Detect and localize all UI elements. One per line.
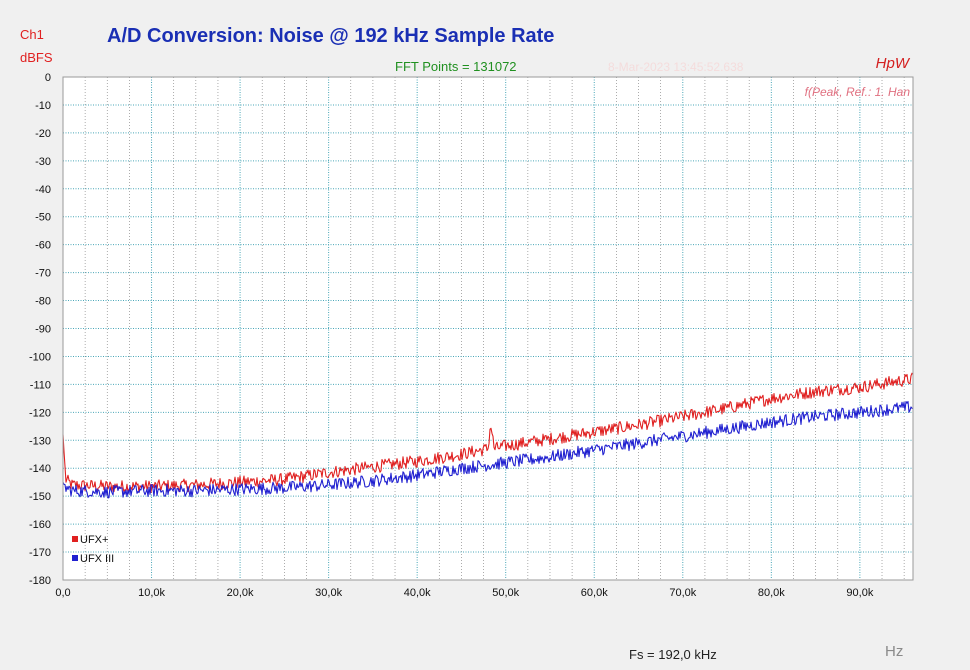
x-tick-label: 80,0k	[758, 587, 785, 599]
y-tick-label: -50	[35, 212, 51, 224]
legend-label-ufx-plus: UFX+	[80, 534, 108, 546]
y-tick-label: -70	[35, 268, 51, 280]
y-tick-label: -130	[29, 435, 51, 447]
x-tick-label: 50,0k	[492, 587, 519, 599]
legend-label-ufx-iii: UFX III	[80, 553, 114, 565]
y-tick-label: -80	[35, 296, 51, 308]
x-tick-label: 10,0k	[138, 587, 165, 599]
x-tick-label: 90,0k	[846, 587, 873, 599]
y-tick-label: -40	[35, 184, 51, 196]
sample-rate-label: Fs = 192,0 kHz	[629, 647, 717, 662]
y-tick-label: -30	[35, 156, 51, 168]
legend-swatch-ufx-iii	[72, 555, 78, 561]
series-line-ufx-plus	[62, 372, 914, 494]
timestamp-label: 8-Mar-2023 13:45:52.638	[608, 60, 744, 74]
plot-frame	[62, 76, 914, 581]
y-tick-label: -110	[30, 379, 51, 391]
y-tick-label: -180	[29, 575, 51, 587]
x-tick-label: 60,0k	[581, 587, 608, 599]
x-axis-unit-label: Hz	[885, 643, 903, 660]
y-tick-label: -100	[29, 351, 51, 363]
x-tick-label: 40,0k	[404, 587, 431, 599]
y-tick-label: -140	[29, 463, 51, 475]
fft-points-label: FFT Points = 131072	[395, 59, 517, 74]
x-tick-label: 20,0k	[227, 587, 254, 599]
channel-label: Ch1	[20, 27, 44, 42]
y-tick-label: -120	[29, 407, 51, 419]
y-tick-label: -90	[35, 324, 51, 336]
series-line-ufx-iii	[62, 400, 913, 499]
brand-label: HpW	[876, 55, 911, 72]
y-tick-label: 0	[45, 72, 51, 84]
y-tick-label: -10	[35, 100, 51, 112]
y-tick-label: -150	[29, 491, 51, 503]
legend-swatch-ufx-plus	[72, 536, 78, 542]
x-tick-label: 30,0k	[315, 587, 342, 599]
y-tick-label: -170	[29, 547, 51, 559]
y-tick-labels: 0 -10 -20 -30 -40 -50 -60 -70 -80 -90 -100 -110 -120…	[29, 72, 51, 587]
x-tick-labels: 0,0 10,0k 20,0k 30,0k 40,0k 50,0k 60,0k 70,0k 80…	[55, 587, 873, 599]
x-tick-label: 70,0k	[669, 587, 696, 599]
series-layer	[62, 372, 914, 499]
y-tick-label: -20	[35, 128, 51, 140]
y-tick-label: -160	[29, 519, 51, 531]
y-axis-label: dBFS	[20, 50, 53, 65]
y-tick-label: -60	[35, 240, 51, 252]
chart-title: A/D Conversion: Noise @ 192 kHz Sample R…	[107, 25, 554, 47]
grid	[63, 77, 913, 580]
mode-label: f(Peak, Ref.: 1. Han	[805, 85, 911, 99]
x-tick-label: 0,0	[55, 587, 70, 599]
legend: UFX+ UFX III	[72, 534, 114, 565]
